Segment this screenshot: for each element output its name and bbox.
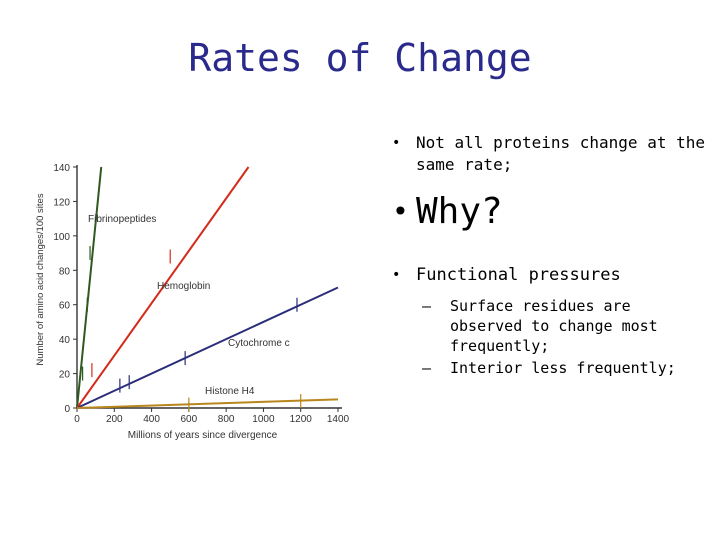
bullet-marker: • [392, 267, 401, 283]
series-line [76, 166, 103, 409]
x-tick-label: 600 [181, 414, 198, 425]
x-tick-label: 1000 [252, 414, 275, 425]
y-axis-label: Number of amino acid changes/100 sites [35, 193, 46, 365]
series-label: Histone H4 [205, 386, 255, 397]
sub-bullet-text: Surface residues are observed to change … [450, 297, 658, 355]
series-line [76, 166, 250, 409]
bullet-marker: • [392, 135, 401, 151]
x-axis-label: Millions of years since divergence [128, 430, 278, 441]
y-tick-label: 40 [59, 335, 71, 346]
sub-bullet-item: – Interior less frequently; [422, 358, 710, 378]
y-tick-label: 120 [53, 197, 70, 208]
series-label: Cytochrome c [228, 338, 290, 349]
x-tick-label: 800 [218, 414, 235, 425]
x-tick-label: 1400 [327, 414, 350, 425]
bullet-item: • Not all proteins change at the same ra… [390, 132, 710, 176]
dash-marker: – [422, 297, 432, 315]
y-tick-label: 140 [53, 163, 70, 174]
bullet-item: • Why? [390, 190, 710, 234]
x-tick-label: 0 [74, 414, 80, 425]
y-tick-label: 60 [59, 301, 71, 312]
sub-bullet-list: – Surface residues are observed to chang… [422, 296, 710, 378]
sub-bullet-item: – Surface residues are observed to chang… [422, 296, 710, 356]
y-tick-label: 80 [59, 266, 71, 277]
y-tick-label: 0 [64, 404, 70, 415]
bullet-list: • Not all proteins change at the same ra… [390, 132, 710, 380]
bullet-item: • Functional pressures [390, 264, 710, 286]
bullet-text: Not all proteins change at the same rate… [416, 133, 705, 174]
protein-evolution-chart: 0 20 40 60 80 100 120 140 0 200 400 600 800 1000 1200 1… [0, 150, 370, 450]
y-tick-label: 20 [59, 370, 71, 381]
bullet-marker: • [392, 195, 409, 228]
bullet-text: Functional pressures [416, 265, 621, 285]
x-tick-label: 1200 [290, 414, 313, 425]
dash-marker: – [422, 359, 432, 377]
sub-bullet-text: Interior less frequently; [450, 359, 676, 377]
y-tick-label: 100 [53, 232, 70, 243]
slide-title: Rates of Change [188, 36, 532, 80]
x-tick-label: 200 [106, 414, 123, 425]
bullet-text: Why? [416, 191, 503, 232]
series-line [76, 398, 339, 409]
series-label: Fibrinopeptides [88, 214, 156, 225]
x-tick-label: 400 [143, 414, 160, 425]
series-line [76, 286, 339, 409]
series-label: Hemoglobin [157, 281, 210, 292]
